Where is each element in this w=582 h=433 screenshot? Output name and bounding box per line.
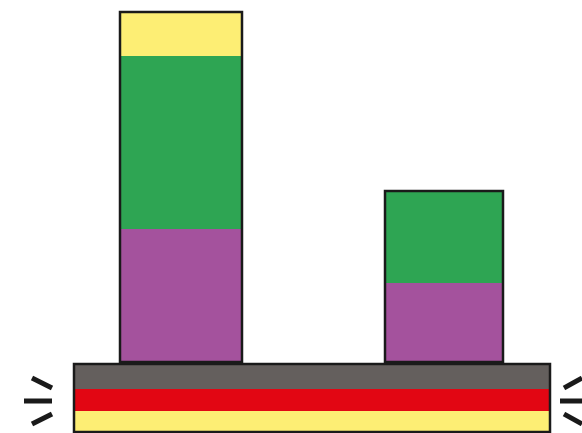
vibration-mark-top — [562, 375, 582, 391]
vibration-mark-top — [30, 375, 54, 391]
vibration-mark-bottom — [562, 411, 582, 427]
base-slab — [72, 362, 552, 433]
left-column-green-segment — [120, 56, 242, 229]
right-column-outline — [383, 189, 505, 364]
left-column — [118, 10, 244, 364]
base-yellow-layer — [74, 411, 550, 432]
vibration-marks-icon — [24, 375, 54, 427]
base-gray-layer — [74, 364, 550, 389]
base-red-layer — [74, 389, 550, 411]
left-column-outline — [118, 10, 244, 364]
left-column-yellow-segment — [120, 12, 242, 56]
left-column-purple-segment — [120, 229, 242, 362]
right-column — [383, 189, 505, 364]
vibration-mark-bottom — [30, 411, 54, 427]
right-column-purple-segment — [385, 283, 503, 362]
vibration-marks-icon — [560, 375, 582, 427]
right-column-green-segment — [385, 191, 503, 283]
base-outline — [72, 362, 552, 433]
